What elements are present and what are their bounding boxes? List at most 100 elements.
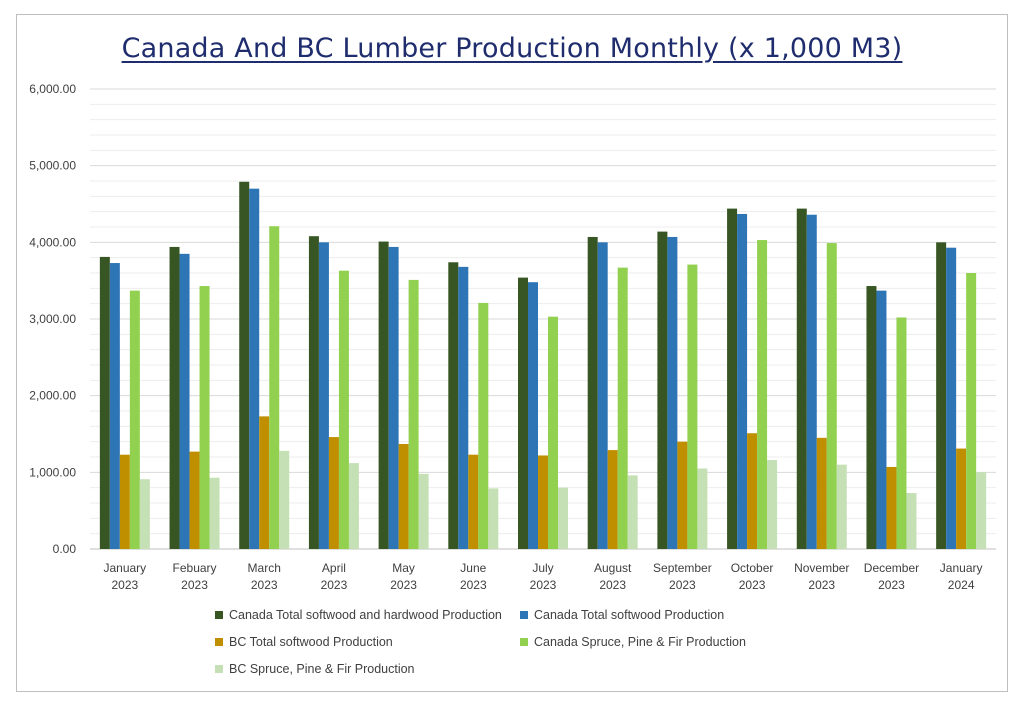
bar bbox=[966, 273, 977, 549]
bar bbox=[587, 236, 598, 549]
bar bbox=[906, 493, 917, 549]
x-tick-label: June bbox=[460, 561, 486, 575]
x-tick-label-year: 2023 bbox=[599, 578, 626, 592]
legend-swatch bbox=[520, 638, 528, 646]
bar bbox=[607, 450, 618, 549]
bar bbox=[727, 208, 738, 549]
bar bbox=[956, 448, 967, 549]
legend-item: BC Spruce, Pine & Fir Production bbox=[215, 662, 415, 676]
x-tick-label-year: 2023 bbox=[111, 578, 138, 592]
bar bbox=[478, 302, 489, 549]
bar bbox=[209, 477, 220, 549]
bar bbox=[687, 264, 698, 549]
bar bbox=[558, 487, 568, 549]
y-tick-label: 3,000.00 bbox=[29, 312, 76, 326]
x-tick-label-year: 2023 bbox=[739, 578, 766, 592]
bar bbox=[318, 242, 329, 550]
bar bbox=[378, 241, 389, 550]
chart-title: Canada And BC Lumber Production Monthly … bbox=[121, 33, 903, 64]
bar bbox=[109, 263, 120, 549]
x-tick-label-year: 2023 bbox=[460, 578, 487, 592]
x-tick-label-year: 2023 bbox=[251, 578, 278, 592]
legend-swatch bbox=[520, 611, 528, 619]
bar bbox=[836, 464, 847, 549]
x-tick-label: November bbox=[794, 561, 849, 575]
x-tick-label-year: 2023 bbox=[321, 578, 348, 592]
bar bbox=[328, 437, 339, 549]
bar bbox=[468, 454, 479, 549]
y-tick-label: 0.00 bbox=[53, 542, 77, 556]
legend-label: Canada Spruce, Pine & Fir Production bbox=[534, 635, 746, 649]
bar bbox=[826, 243, 837, 549]
legend-label: BC Total softwood Production bbox=[229, 635, 393, 649]
bar bbox=[189, 451, 200, 549]
bar bbox=[697, 468, 708, 549]
bar bbox=[896, 317, 907, 549]
bar bbox=[518, 277, 528, 549]
legend-item: Canada Spruce, Pine & Fir Production bbox=[520, 635, 746, 649]
bar bbox=[338, 270, 349, 549]
x-tick-label-year: 2024 bbox=[948, 578, 975, 592]
x-tick-label: October bbox=[731, 561, 774, 575]
y-tick-label: 4,000.00 bbox=[29, 235, 76, 249]
x-tick-label: January bbox=[940, 561, 983, 575]
bar bbox=[199, 286, 210, 549]
bar bbox=[418, 473, 429, 549]
y-tick-label: 6,000.00 bbox=[29, 82, 76, 96]
bar bbox=[946, 247, 957, 549]
bar bbox=[139, 479, 150, 549]
bar bbox=[677, 441, 688, 549]
bar bbox=[458, 266, 469, 549]
x-tick-label: March bbox=[248, 561, 281, 575]
bar bbox=[747, 433, 758, 549]
x-tick-label-year: 2023 bbox=[808, 578, 835, 592]
x-tick-label: January bbox=[103, 561, 146, 575]
bar bbox=[976, 472, 987, 549]
x-tick-label: August bbox=[594, 561, 632, 575]
x-tick-label-year: 2023 bbox=[390, 578, 417, 592]
legend-label: BC Spruce, Pine & Fir Production bbox=[229, 662, 415, 676]
bar bbox=[239, 181, 250, 549]
bar bbox=[757, 240, 768, 550]
bar bbox=[269, 226, 280, 549]
y-tick-label: 5,000.00 bbox=[29, 159, 76, 173]
bar bbox=[617, 267, 628, 549]
x-tick-label: December bbox=[864, 561, 919, 575]
bar bbox=[279, 450, 290, 549]
bar bbox=[388, 246, 399, 549]
bar bbox=[99, 256, 110, 549]
legend-swatch bbox=[215, 665, 223, 673]
x-tick-label-year: 2023 bbox=[669, 578, 696, 592]
bar bbox=[348, 463, 359, 549]
bar bbox=[866, 286, 877, 549]
bar bbox=[259, 416, 270, 549]
bar bbox=[179, 253, 190, 550]
bar bbox=[119, 454, 130, 549]
bar bbox=[657, 231, 668, 549]
bar bbox=[169, 246, 180, 549]
bar bbox=[528, 282, 538, 549]
bar bbox=[886, 466, 897, 549]
bar bbox=[876, 290, 887, 549]
x-tick-label: July bbox=[532, 561, 553, 575]
legend-label: Canada Total softwood and hardwood Produ… bbox=[229, 608, 502, 622]
bar bbox=[597, 242, 608, 550]
bar bbox=[667, 236, 678, 549]
bar bbox=[308, 236, 319, 549]
bar bbox=[408, 279, 419, 549]
bar bbox=[538, 455, 548, 549]
x-tick-label-year: 2023 bbox=[530, 578, 557, 592]
bar bbox=[936, 242, 947, 550]
bar bbox=[806, 214, 817, 549]
bar bbox=[767, 460, 778, 549]
x-tick-label-year: 2023 bbox=[181, 578, 208, 592]
bar bbox=[249, 188, 260, 549]
legend-item: Canada Total softwood and hardwood Produ… bbox=[215, 608, 502, 622]
x-tick-label-year: 2023 bbox=[878, 578, 905, 592]
legend-label: Canada Total softwood Production bbox=[534, 608, 725, 622]
legend-swatch bbox=[215, 611, 223, 619]
x-tick-label: Febuary bbox=[173, 561, 217, 575]
x-tick-label: April bbox=[322, 561, 346, 575]
